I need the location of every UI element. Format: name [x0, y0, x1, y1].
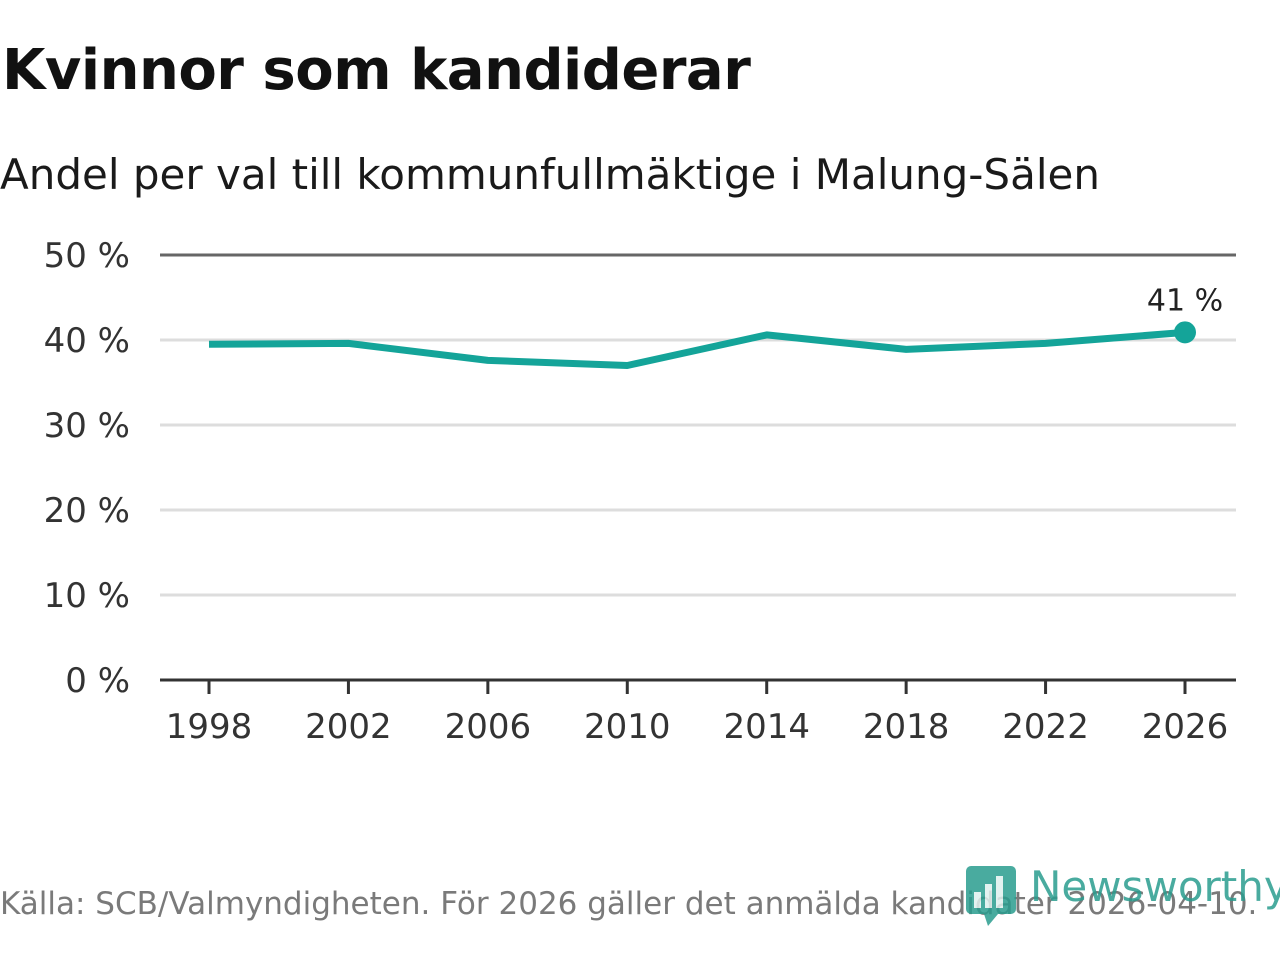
x-tick-label: 2002 [305, 707, 392, 747]
series-line-0 [208, 328, 1186, 369]
chart-subtitle: Andel per val till kommunfullmäktige i M… [0, 150, 1100, 199]
y-tick-label: 20 % [44, 491, 130, 531]
logo-text: Newsworthy [1030, 862, 1280, 911]
source-note: Källa: SCB/Valmyndigheten. För 2026 gäll… [0, 886, 1258, 922]
x-tick-label: 2010 [584, 707, 671, 747]
x-tick-label: 2026 [1142, 707, 1229, 747]
x-tick-label: 2018 [863, 707, 950, 747]
newsworthy-logo: Newsworthy [966, 862, 1280, 928]
x-tick-label: 2006 [445, 707, 532, 747]
chart-title: Kvinnor som kandiderar [2, 38, 751, 103]
x-tick-label: 2014 [723, 707, 810, 747]
y-tick-label: 10 % [44, 576, 130, 616]
end-point-marker [1174, 321, 1196, 344]
bar-chart-icon [966, 866, 1016, 926]
y-tick-label: 30 % [44, 406, 130, 446]
y-tick-label: 50 % [44, 236, 130, 276]
y-tick-label: 40 % [44, 321, 130, 361]
x-tick-label: 1998 [166, 707, 253, 747]
x-tick-label: 2022 [1002, 707, 1089, 747]
y-tick-label: 0 % [65, 661, 130, 701]
end-value-label: 41 % [1147, 283, 1223, 318]
